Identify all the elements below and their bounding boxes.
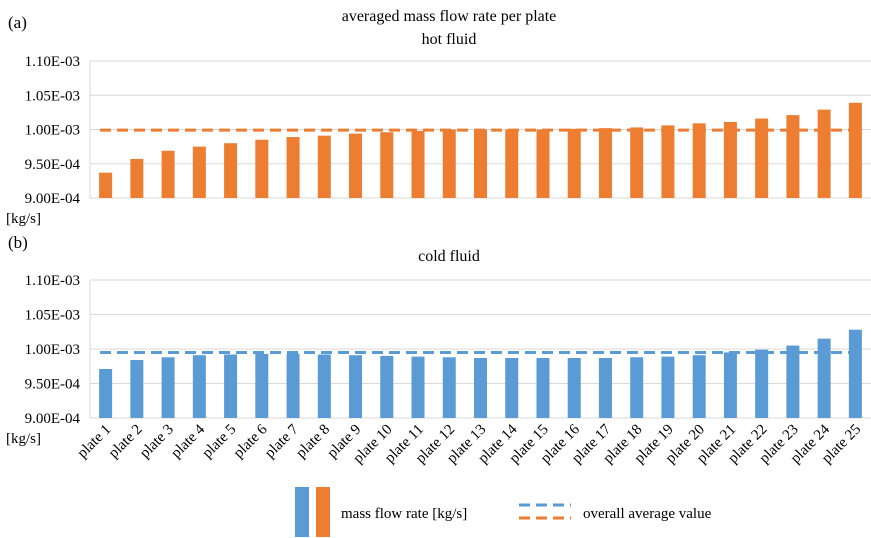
bar-cold-11 (411, 356, 425, 418)
bar-cold-25 (848, 329, 862, 418)
bar-hot-10 (380, 132, 394, 198)
bar-cold-20 (692, 355, 706, 418)
chart-subtitle-cold: cold fluid (418, 248, 480, 265)
bar-hot-4 (192, 146, 206, 198)
bar-cold-8 (317, 354, 331, 418)
bar-hot-23 (786, 115, 800, 198)
x-tick-label: plate 1 (75, 422, 115, 462)
panel-label-a: (a) (8, 13, 27, 32)
bar-hot-17 (598, 128, 612, 198)
bar-cold-4 (192, 355, 206, 418)
x-tick-label: plate 6 (231, 421, 271, 461)
y-tick-label-cold: 1.00E-03 (25, 342, 80, 358)
x-tick-label: plate 7 (262, 421, 302, 461)
x-tick-label: plate 3 (137, 422, 177, 462)
bar-cold-22 (755, 349, 769, 418)
bar-cold-1 (99, 369, 113, 418)
bar-cold-15 (536, 357, 550, 418)
bar-hot-21 (723, 121, 737, 198)
y-tick-label-cold: 9.50E-04 (25, 377, 81, 393)
bar-cold-12 (442, 357, 456, 418)
bar-hot-3 (161, 150, 175, 198)
legend-label-bars: mass flow rate [kg/s] (341, 506, 467, 522)
bar-cold-9 (349, 355, 363, 418)
bar-hot-24 (817, 109, 831, 198)
bar-hot-16 (567, 128, 581, 198)
bar-cold-23 (786, 345, 800, 418)
y-tick-label-hot: 9.00E-04 (25, 191, 81, 207)
bar-cold-7 (286, 353, 300, 418)
bar-hot-5 (224, 143, 238, 198)
bar-cold-19 (661, 356, 675, 418)
bar-hot-18 (630, 127, 644, 198)
y-axis-label-b: [kg/s] (6, 431, 41, 447)
bar-hot-1 (99, 172, 113, 198)
bar-hot-7 (286, 137, 300, 198)
bar-cold-5 (224, 354, 238, 418)
x-tick-label: plate 2 (106, 422, 146, 462)
y-tick-label-cold: 1.10E-03 (25, 273, 80, 289)
y-tick-label-cold: 9.00E-04 (25, 411, 81, 427)
bar-cold-14 (505, 357, 519, 418)
legend-label-average: overall average value (583, 506, 712, 522)
chart-title: averaged mass flow rate per plate (342, 8, 557, 25)
bar-cold-3 (161, 357, 175, 418)
bar-hot-22 (755, 118, 769, 198)
legend-swatch-cold-bar (295, 487, 309, 537)
bar-hot-19 (661, 125, 675, 198)
bar-cold-2 (130, 360, 144, 418)
y-tick-label-hot: 9.50E-04 (25, 157, 81, 173)
y-tick-label-hot: 1.10E-03 (25, 54, 80, 70)
bar-cold-6 (255, 353, 269, 418)
bar-hot-14 (505, 129, 519, 198)
y-axis-label-a: [kg/s] (6, 211, 41, 227)
x-tick-label: plate 4 (168, 421, 208, 461)
bar-hot-13 (474, 129, 487, 198)
bar-cold-10 (380, 355, 394, 418)
panel-cold-fluid: (b) cold fluid [kg/s] 9.00E-04 9.50E-04 1.… (6, 233, 871, 467)
chart-subtitle-hot: hot fluid (422, 31, 477, 48)
x-tick-label: plate 5 (200, 422, 240, 462)
legend-swatch-hot-bar (316, 487, 330, 537)
bar-cold-24 (817, 338, 831, 418)
y-tick-label-cold: 1.05E-03 (25, 308, 80, 324)
bar-hot-11 (411, 130, 425, 198)
bar-hot-8 (317, 135, 331, 198)
bar-hot-25 (848, 102, 862, 198)
bar-cold-18 (630, 357, 644, 418)
bar-hot-2 (130, 158, 144, 198)
panel-hot-fluid: (a) averaged mass flow rate per plate ho… (6, 8, 871, 227)
bar-hot-15 (536, 129, 550, 198)
y-tick-label-hot: 1.05E-03 (25, 88, 80, 104)
bar-hot-9 (349, 133, 363, 198)
bar-cold-17 (598, 357, 612, 418)
panel-label-b: (b) (8, 233, 28, 252)
bar-hot-12 (442, 129, 456, 198)
y-tick-label-hot: 1.00E-03 (25, 123, 80, 139)
legend: mass flow rate [kg/s] overall average va… (295, 487, 712, 537)
bar-cold-21 (723, 352, 737, 418)
bar-cold-13 (474, 357, 487, 418)
bar-hot-6 (255, 139, 269, 198)
bar-hot-20 (692, 123, 706, 198)
x-tick-label: plate 8 (293, 422, 333, 462)
bar-cold-16 (567, 357, 581, 418)
